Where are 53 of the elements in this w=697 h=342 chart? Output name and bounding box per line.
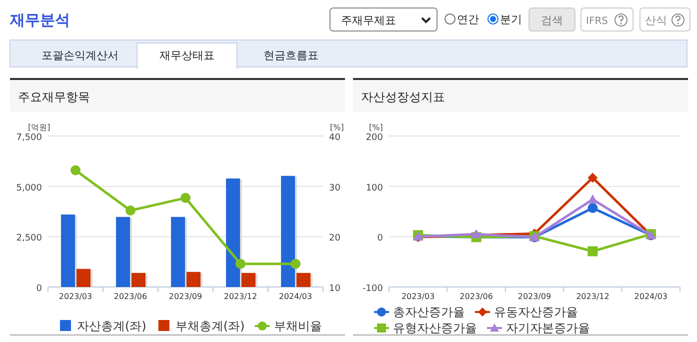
text: 재무분석 bbox=[9, 11, 70, 29]
y2-tick-label: 20 bbox=[329, 234, 341, 244]
legend-label: 부채총계(좌) bbox=[175, 319, 245, 333]
text: 연간 bbox=[457, 13, 479, 26]
point bbox=[70, 165, 80, 176]
chart-title: 자산성장성지표 bbox=[361, 90, 445, 104]
text: 재무상태표 bbox=[160, 49, 214, 62]
y-tick-label: 5,000 bbox=[16, 183, 42, 194]
text: IFRS bbox=[586, 16, 608, 27]
x-tick-label: 2023/09 bbox=[168, 292, 202, 301]
y-tick-label: 200 bbox=[366, 133, 384, 143]
legend-label: 자기자본증가율 bbox=[506, 321, 590, 335]
legend-label: 유동자산증가율 bbox=[494, 305, 578, 319]
legend-label: 총자산증가율 bbox=[393, 305, 465, 319]
point bbox=[126, 205, 136, 216]
text: 검색 bbox=[541, 14, 563, 27]
text: 포괄손익계산서 bbox=[42, 49, 118, 62]
x-tick-label: 2023/12 bbox=[576, 292, 610, 301]
x-tick-label: 2023/12 bbox=[224, 292, 258, 301]
point bbox=[588, 202, 598, 213]
x-tick-label: 2023/06 bbox=[114, 292, 148, 301]
text: 주재무제표 bbox=[341, 14, 396, 27]
legend-label: 유형자산증가율 bbox=[393, 321, 477, 335]
text: 현금흐름표 bbox=[264, 49, 318, 62]
y2-tick-label: 40 bbox=[329, 133, 341, 143]
y-tick-label: -100 bbox=[362, 284, 384, 294]
point bbox=[588, 194, 598, 204]
y-axis-title: [%] bbox=[369, 123, 383, 132]
x-tick-label: 2023/03 bbox=[401, 292, 435, 301]
y2-tick-label: 30 bbox=[329, 183, 341, 194]
y-tick-label: 0 bbox=[36, 284, 42, 294]
y-tick-label: 100 bbox=[366, 183, 384, 194]
point bbox=[588, 246, 598, 256]
x-tick-label: 2023/09 bbox=[518, 292, 552, 301]
y2-axis-title: [%] bbox=[330, 123, 344, 132]
y-tick-label: 0 bbox=[377, 234, 384, 244]
point bbox=[290, 258, 300, 269]
x-tick-label: 2024/03 bbox=[278, 292, 312, 301]
legend-label: 자산총계(좌) bbox=[77, 319, 146, 333]
x-tick-label: 2023/06 bbox=[460, 292, 493, 301]
text: 분기 bbox=[500, 13, 522, 26]
point bbox=[180, 192, 190, 203]
y2-tick-label: 10 bbox=[329, 284, 341, 294]
point bbox=[236, 258, 246, 269]
x-tick-label: 2023/03 bbox=[58, 292, 92, 301]
x-tick-label: 2024/03 bbox=[634, 292, 668, 301]
chart-title: 주요재무항목 bbox=[18, 90, 90, 104]
y-axis-title: [억원] bbox=[28, 123, 50, 132]
text: 산식 bbox=[645, 14, 667, 27]
point bbox=[588, 172, 598, 183]
legend-label: 부채비율 bbox=[274, 319, 322, 333]
y-tick-label: 7,500 bbox=[16, 133, 42, 143]
y-tick-label: 2,500 bbox=[16, 234, 42, 244]
